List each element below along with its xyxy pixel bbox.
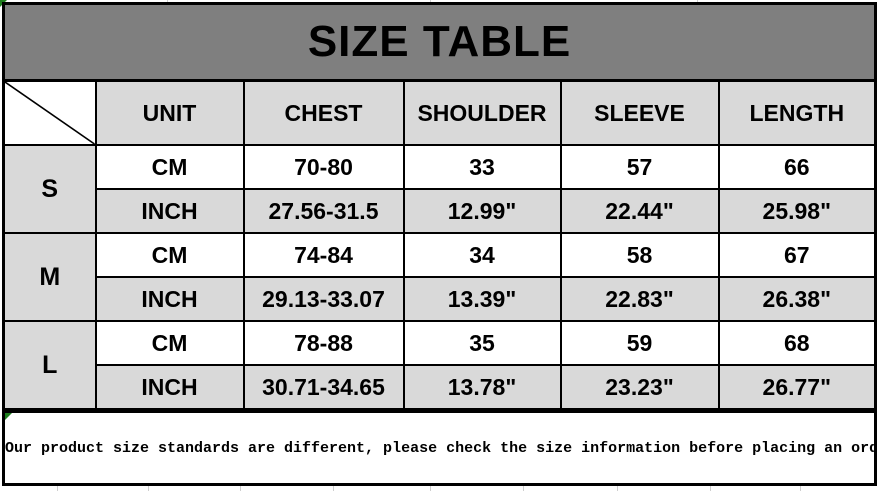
s-cm-length-cell: 66 <box>717 144 877 190</box>
l-cm-shoulder-cell: 35 <box>402 320 562 366</box>
l-cm-unit-cell: CM <box>94 320 245 366</box>
col-header-chest: CHEST <box>242 79 405 146</box>
m-inch-shoulder-cell: 13.39" <box>402 276 562 322</box>
gridline-stub <box>697 0 698 2</box>
l-inch-sleeve-cell: 23.23" <box>559 364 720 412</box>
gridline-stub <box>430 486 431 491</box>
l-inch-unit-cell: INCH <box>94 364 245 412</box>
table-row: S CM 70-80 33 57 66 <box>2 144 877 234</box>
l-inch-shoulder-cell: 13.78" <box>402 364 562 412</box>
footer-row: Our product size standards are different… <box>2 408 877 486</box>
m-inch-chest-cell: 29.13-33.07 <box>242 276 405 322</box>
size-label-m: M <box>2 232 97 322</box>
m-cm-unit-cell: CM <box>94 232 245 278</box>
m-cm-length-cell: 67 <box>717 232 877 278</box>
l-inch-chest-cell: 30.71-34.65 <box>242 364 405 412</box>
s-cm-sleeve-cell: 57 <box>559 144 720 190</box>
gridline-stub <box>430 0 431 2</box>
table-row: L CM 78-88 35 59 68 <box>2 320 877 412</box>
corner-cell <box>2 79 97 146</box>
col-header-sleeve: SLEEVE <box>559 79 720 146</box>
gridline-stub <box>167 0 168 2</box>
s-cm-chest-cell: 70-80 <box>242 144 405 190</box>
col-header-shoulder: SHOULDER <box>402 79 562 146</box>
gridline-stub <box>240 486 241 491</box>
header-row: UNIT CHEST SHOULDER SLEEVE LENGTH <box>2 79 877 146</box>
s-inch-sleeve-cell: 22.44" <box>559 188 720 234</box>
diagonal-line-icon <box>5 82 95 144</box>
s-inch-unit-cell: INCH <box>94 188 245 234</box>
table-row: INCH 29.13-33.07 13.39" 22.83" 26.38" <box>4 276 877 322</box>
s-cm-shoulder-cell: 33 <box>402 144 562 190</box>
footer-note-cell: Our product size standards are different… <box>2 408 877 486</box>
table-row: INCH 30.71-34.65 13.78" 23.23" 26.77" <box>4 364 877 412</box>
page-title: SIZE TABLE <box>2 2 877 82</box>
gridline-stub <box>710 486 711 491</box>
l-inch-length-cell: 26.77" <box>717 364 877 412</box>
gridline-stub <box>57 486 58 491</box>
col-header-length: LENGTH <box>717 79 877 146</box>
gridline-stub <box>800 486 801 491</box>
gridline-stub <box>523 486 524 491</box>
m-inch-length-cell: 26.38" <box>717 276 877 322</box>
m-inch-sleeve-cell: 22.83" <box>559 276 720 322</box>
m-cm-chest-cell: 74-84 <box>242 232 405 278</box>
s-inch-chest-cell: 27.56-31.5 <box>242 188 405 234</box>
s-cm-unit-cell: CM <box>94 144 245 190</box>
footer-note: Our product size standards are different… <box>5 439 876 457</box>
gridline-stub <box>333 486 334 491</box>
size-label-l: L <box>2 320 97 412</box>
l-cm-chest-cell: 78-88 <box>242 320 405 366</box>
size-label-s: S <box>2 144 97 234</box>
cell-error-flag-icon <box>5 415 12 420</box>
gridline-stub <box>617 486 618 491</box>
m-cm-sleeve-cell: 58 <box>559 232 720 278</box>
s-inch-shoulder-cell: 12.99" <box>402 188 562 234</box>
col-header-unit: UNIT <box>94 79 245 146</box>
title-row: SIZE TABLE <box>2 2 877 82</box>
l-cm-sleeve-cell: 59 <box>559 320 720 366</box>
l-cm-length-cell: 68 <box>717 320 877 366</box>
m-cm-shoulder-cell: 34 <box>402 232 562 278</box>
m-inch-unit-cell: INCH <box>94 276 245 322</box>
gridline-stub <box>148 486 149 491</box>
table-row: INCH 27.56-31.5 12.99" 22.44" 25.98" <box>4 188 877 234</box>
table-row: M CM 74-84 34 58 67 <box>2 232 877 322</box>
s-inch-length-cell: 25.98" <box>717 188 877 234</box>
